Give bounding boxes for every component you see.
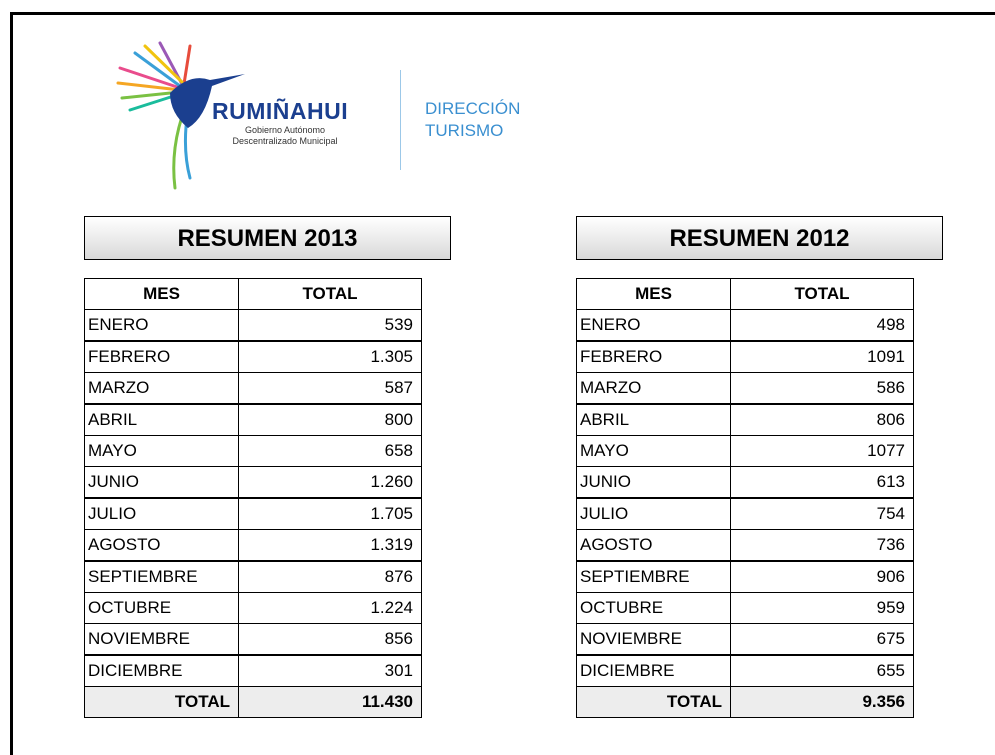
total-cell: 959	[730, 592, 914, 624]
month-cell: OCTUBRE	[84, 592, 239, 624]
total-cell: 800	[238, 403, 422, 436]
brand: RUMIÑAHUI	[212, 98, 349, 124]
total-cell: 658	[238, 435, 422, 467]
total-cell: 587	[238, 372, 422, 405]
month-cell: NOVIEMBRE	[576, 623, 731, 656]
month-cell: ABRIL	[576, 403, 731, 436]
total-cell: 1.319	[238, 529, 422, 562]
total-cell: 1.224	[238, 592, 422, 624]
table-title: RESUMEN 2013	[84, 216, 451, 260]
page-frame	[10, 12, 995, 755]
table-title: RESUMEN 2012	[576, 216, 943, 260]
divider	[400, 70, 401, 170]
month-cell: ENERO	[576, 309, 731, 342]
month-cell: ABRIL	[84, 403, 239, 436]
total-cell: 613	[730, 466, 914, 499]
total-cell: 1.305	[238, 340, 422, 373]
month-cell: AGOSTO	[576, 529, 731, 562]
month-cell: JULIO	[576, 497, 731, 530]
total-cell: 906	[730, 560, 914, 593]
month-cell: DICIEMBRE	[84, 654, 239, 687]
brand-subtitle: Gobierno Autónomo	[244, 125, 326, 135]
department: DIRECCIÓN	[425, 99, 521, 118]
month-cell: MAYO	[576, 435, 731, 467]
month-cell: AGOSTO	[84, 529, 239, 562]
month-cell: JUNIO	[84, 466, 239, 499]
column-header: MES	[84, 278, 239, 310]
month-cell: FEBRERO	[84, 340, 239, 373]
total-cell: 539	[238, 309, 422, 342]
month-cell: OCTUBRE	[576, 592, 731, 624]
month-cell: MARZO	[84, 372, 239, 405]
column-header: TOTAL	[238, 278, 422, 310]
total-cell: 301	[238, 654, 422, 687]
total-cell: 1091	[730, 340, 914, 373]
month-cell: DICIEMBRE	[576, 654, 731, 687]
month-cell: NOVIEMBRE	[84, 623, 239, 656]
total-cell: 1.705	[238, 497, 422, 530]
month-cell: FEBRERO	[576, 340, 731, 373]
total-cell: 1.260	[238, 466, 422, 499]
total-label: TOTAL	[576, 686, 731, 719]
month-cell: ENERO	[84, 309, 239, 342]
total-cell: 736	[730, 529, 914, 562]
month-cell: JULIO	[84, 497, 239, 530]
brand-subtitle: Descentralizado Municipal	[232, 136, 338, 146]
total-cell: 655	[730, 654, 914, 687]
month-cell: JUNIO	[576, 466, 731, 499]
month-cell: SEPTIEMBRE	[84, 560, 239, 593]
total-cell: 876	[238, 560, 422, 593]
column-header: TOTAL	[730, 278, 914, 310]
total-value: 11.430	[238, 686, 422, 719]
total-cell: 675	[730, 623, 914, 656]
logo-bird	[116, 41, 245, 190]
month-cell: MAYO	[84, 435, 239, 467]
month-cell: SEPTIEMBRE	[576, 560, 731, 593]
total-value: 9.356	[730, 686, 914, 719]
total-cell: 856	[238, 623, 422, 656]
column-header: MES	[576, 278, 731, 310]
total-cell: 1077	[730, 435, 914, 467]
total-label: TOTAL	[84, 686, 239, 719]
department: TURISMO	[425, 121, 504, 140]
total-cell: 586	[730, 372, 914, 405]
total-cell: 806	[730, 403, 914, 436]
month-cell: MARZO	[576, 372, 731, 405]
total-cell: 754	[730, 497, 914, 530]
total-cell: 498	[730, 309, 914, 342]
